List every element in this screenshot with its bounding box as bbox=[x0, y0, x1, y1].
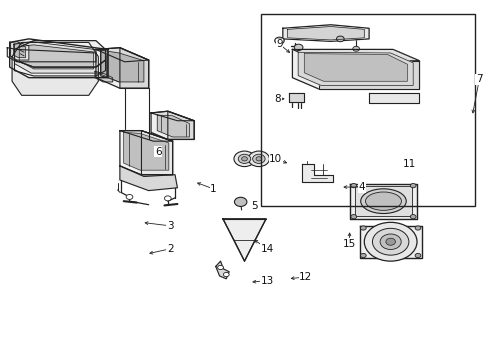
Polygon shape bbox=[287, 27, 364, 40]
Circle shape bbox=[414, 253, 420, 258]
Circle shape bbox=[248, 151, 269, 167]
Text: 8: 8 bbox=[274, 94, 281, 104]
Polygon shape bbox=[141, 131, 172, 175]
Circle shape bbox=[164, 196, 171, 201]
Polygon shape bbox=[96, 48, 148, 88]
Polygon shape bbox=[288, 93, 304, 102]
Circle shape bbox=[364, 222, 416, 261]
Circle shape bbox=[274, 37, 284, 44]
Circle shape bbox=[223, 273, 229, 277]
Ellipse shape bbox=[365, 192, 401, 210]
Circle shape bbox=[360, 253, 366, 258]
Polygon shape bbox=[223, 219, 265, 261]
Polygon shape bbox=[123, 132, 168, 170]
Text: 2: 2 bbox=[166, 244, 173, 254]
Circle shape bbox=[350, 215, 356, 219]
Text: 10: 10 bbox=[268, 154, 282, 164]
Text: 12: 12 bbox=[299, 272, 312, 282]
Polygon shape bbox=[292, 49, 419, 61]
Text: 5: 5 bbox=[250, 202, 257, 211]
Circle shape bbox=[238, 154, 250, 163]
Polygon shape bbox=[304, 54, 407, 81]
Polygon shape bbox=[292, 49, 419, 89]
Circle shape bbox=[252, 154, 264, 163]
Polygon shape bbox=[302, 164, 332, 182]
Text: 4: 4 bbox=[358, 182, 365, 192]
Circle shape bbox=[350, 184, 356, 188]
Text: 1: 1 bbox=[210, 184, 216, 194]
Polygon shape bbox=[368, 93, 419, 103]
Polygon shape bbox=[96, 48, 148, 62]
Polygon shape bbox=[157, 115, 189, 137]
Circle shape bbox=[126, 194, 133, 199]
Polygon shape bbox=[151, 111, 194, 121]
Circle shape bbox=[352, 46, 359, 51]
Polygon shape bbox=[19, 45, 93, 69]
Text: 3: 3 bbox=[166, 221, 173, 231]
Polygon shape bbox=[11, 42, 29, 60]
Polygon shape bbox=[354, 186, 411, 216]
Text: 11: 11 bbox=[403, 159, 416, 169]
Polygon shape bbox=[167, 111, 194, 139]
Circle shape bbox=[379, 234, 400, 249]
Polygon shape bbox=[120, 131, 172, 141]
Circle shape bbox=[217, 265, 223, 270]
Circle shape bbox=[385, 238, 395, 245]
Polygon shape bbox=[359, 226, 421, 258]
Polygon shape bbox=[101, 49, 108, 78]
Polygon shape bbox=[101, 50, 143, 82]
Polygon shape bbox=[12, 42, 98, 95]
Text: 14: 14 bbox=[260, 244, 274, 254]
Circle shape bbox=[234, 197, 246, 207]
Circle shape bbox=[409, 215, 415, 219]
Text: 13: 13 bbox=[260, 275, 274, 285]
Circle shape bbox=[360, 226, 366, 230]
Text: 6: 6 bbox=[155, 147, 161, 157]
Polygon shape bbox=[15, 42, 101, 73]
Polygon shape bbox=[14, 44, 25, 58]
Circle shape bbox=[294, 44, 303, 50]
Polygon shape bbox=[151, 111, 194, 139]
Polygon shape bbox=[298, 52, 412, 85]
Circle shape bbox=[256, 157, 261, 161]
Polygon shape bbox=[120, 48, 148, 88]
Circle shape bbox=[372, 228, 408, 255]
Ellipse shape bbox=[360, 189, 406, 213]
Circle shape bbox=[414, 226, 420, 230]
Polygon shape bbox=[120, 166, 177, 190]
Polygon shape bbox=[15, 41, 105, 67]
Polygon shape bbox=[215, 261, 229, 279]
Text: 15: 15 bbox=[342, 239, 355, 248]
Polygon shape bbox=[282, 25, 368, 41]
Text: 9: 9 bbox=[276, 39, 282, 49]
Polygon shape bbox=[349, 184, 416, 219]
Circle shape bbox=[336, 36, 344, 42]
Text: 7: 7 bbox=[475, 75, 482, 85]
Polygon shape bbox=[15, 60, 105, 76]
Polygon shape bbox=[120, 131, 172, 175]
Circle shape bbox=[241, 157, 247, 161]
Polygon shape bbox=[10, 39, 108, 78]
Polygon shape bbox=[318, 61, 419, 89]
Bar bbox=[261, 14, 473, 207]
Circle shape bbox=[409, 184, 415, 188]
Polygon shape bbox=[7, 48, 96, 62]
Polygon shape bbox=[95, 71, 112, 82]
Circle shape bbox=[233, 151, 255, 167]
